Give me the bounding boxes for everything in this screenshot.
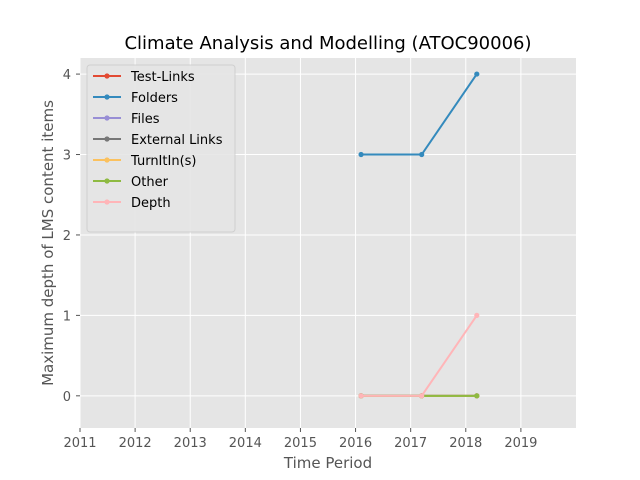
y-tick-label: 1 [63, 309, 71, 324]
data-point-folders [474, 71, 480, 77]
series-lines [358, 71, 480, 399]
x-axis-label: Time Period [283, 454, 372, 472]
legend-marker [104, 115, 110, 121]
data-point-folders [358, 151, 364, 158]
x-tick-label: 2016 [339, 436, 372, 451]
legend-item: Depth [93, 196, 171, 211]
x-tick-label: 2017 [394, 436, 427, 451]
legend-label: Test-Links [130, 70, 195, 85]
data-point-depth [419, 393, 425, 399]
legend-label: Depth [131, 196, 171, 211]
legend-marker [104, 178, 110, 184]
legend-label: Folders [131, 91, 178, 106]
legend-box [86, 64, 236, 233]
legend-label: Other [131, 175, 169, 190]
x-tick-label: 2015 [284, 436, 317, 451]
data-point-depth [358, 393, 364, 399]
legend-label: External Links [131, 133, 223, 148]
y-tick-label: 2 [63, 229, 71, 244]
legend-label: TurnItIn(s) [130, 154, 196, 169]
y-axis-ticks: 0 1 2 3 4 [63, 68, 80, 405]
legend-marker [104, 157, 110, 163]
series-folders [358, 71, 480, 158]
x-tick-label: 2014 [229, 436, 262, 451]
data-point-folders [419, 151, 425, 158]
legend-item: Test-Links [93, 70, 195, 85]
y-tick-label: 3 [63, 149, 71, 164]
x-axis-ticks: 2011 2012 2013 2014 2015 2016 2017 2018 2019 [63, 428, 537, 451]
data-point-depth [474, 312, 480, 318]
legend-marker [104, 136, 110, 142]
x-tick-label: 2011 [63, 436, 96, 451]
legend-item: Folders [93, 91, 178, 106]
x-tick-label: 2013 [174, 436, 207, 451]
series-depth [358, 312, 480, 399]
x-tick-label: 2018 [449, 436, 482, 451]
legend: Test-Links Folders Files External Links Turn… [86, 64, 236, 233]
legend-marker [104, 94, 110, 100]
legend-item: Files [93, 112, 160, 127]
y-axis-label: Maximum depth of LMS content items [39, 100, 57, 386]
chart-title: Climate Analysis and Modelling (ATOC9000… [124, 33, 531, 54]
x-tick-label: 2012 [119, 436, 152, 451]
legend-marker [104, 73, 110, 79]
y-tick-label: 4 [63, 68, 71, 83]
x-tick-label: 2019 [504, 436, 537, 451]
legend-item: TurnItIn(s) [93, 154, 196, 169]
legend-item: External Links [93, 133, 223, 148]
legend-label: Files [131, 112, 160, 127]
data-point-other [474, 393, 480, 399]
legend-item: Other [93, 175, 169, 190]
legend-marker [104, 199, 110, 205]
y-tick-label: 0 [63, 390, 71, 405]
